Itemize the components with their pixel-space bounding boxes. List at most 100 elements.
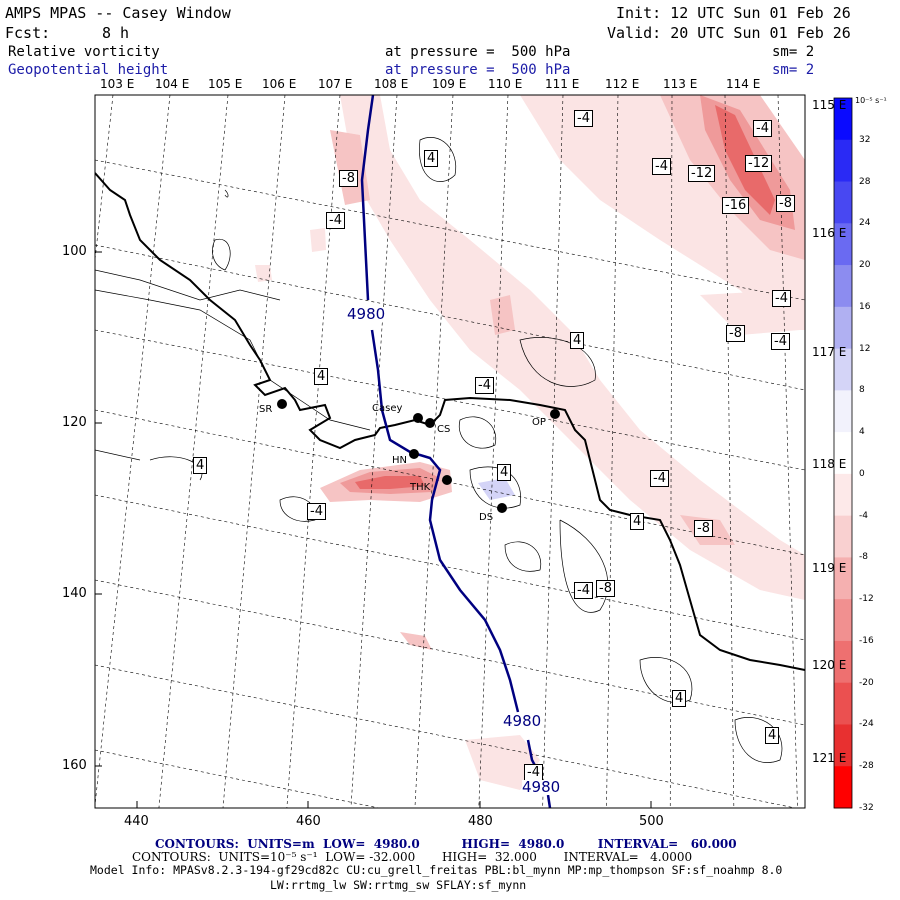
edge-lon-label: 121 E xyxy=(812,751,847,765)
contour-value-label: -4 xyxy=(771,333,790,350)
x-axis-label: 500 xyxy=(639,814,664,829)
edge-lon-label: 120 E xyxy=(812,658,847,672)
y-axis-label: 120 xyxy=(62,415,87,430)
contour-value-label: -12 xyxy=(745,155,773,172)
field2-smoothing: sm= 2 xyxy=(772,62,815,78)
y-axis-label: 100 xyxy=(62,244,87,259)
lon-label: 106 E xyxy=(262,77,297,91)
edge-lon-label: 116 E xyxy=(812,226,847,240)
field2-name: Geopotential height xyxy=(8,62,169,78)
colorbar-tick-label: -16 xyxy=(859,635,874,646)
field1-smoothing: sm= 2 xyxy=(772,44,815,60)
contour-value-label: 4 xyxy=(497,464,512,481)
lon-label: 103 E xyxy=(100,77,135,91)
contour-value-label: -4 xyxy=(475,377,494,394)
colorbar-tick-label: 24 xyxy=(859,218,871,229)
lon-label: 108 E xyxy=(374,77,409,91)
valid-time: Valid: 20 UTC Sun 01 Feb 26 xyxy=(607,24,851,42)
station-label-ds: DS xyxy=(479,512,494,523)
colorbar-swatch xyxy=(834,306,852,350)
x-axis-label: 460 xyxy=(296,814,321,829)
colorbar-swatch xyxy=(834,139,852,183)
footer-contours-vorticity: CONTOURS: UNITS=10⁻⁵ s⁻¹ LOW= -32.000 HI… xyxy=(132,850,693,864)
edge-lon-label: 118 E xyxy=(812,457,847,471)
lon-label: 114 E xyxy=(726,77,761,91)
colorbar-tick-label: 16 xyxy=(859,301,871,312)
forecast-value: 8 h xyxy=(102,24,130,42)
colorbar-border xyxy=(833,97,853,809)
colorbar-swatch xyxy=(834,98,852,141)
station-label-op: OP xyxy=(532,417,546,428)
colorbar-tick-label: -20 xyxy=(859,677,874,688)
colorbar-swatch xyxy=(834,348,852,391)
colorbar-tick-label: 32 xyxy=(859,134,871,145)
colorbar xyxy=(833,97,853,809)
map-frame xyxy=(94,94,806,809)
colorbar-swatch xyxy=(834,599,852,642)
colorbar-swatch xyxy=(834,682,852,725)
contour-value-label: -8 xyxy=(694,520,713,537)
station-dot-thk xyxy=(442,475,452,485)
edge-lon-label: 115 E xyxy=(812,98,847,112)
station-dot-sr xyxy=(277,399,287,409)
colorbar-swatch xyxy=(834,265,852,308)
contour-value-label: -8 xyxy=(339,170,358,187)
init-time: Init: 12 UTC Sun 01 Feb 26 xyxy=(616,4,851,22)
station-dot-ds xyxy=(497,503,507,513)
station-dot-casey xyxy=(413,413,423,423)
edge-lon-label: 119 E xyxy=(812,561,847,575)
contour-value-label: -16 xyxy=(722,197,750,214)
colorbar-swatch xyxy=(834,640,852,684)
footer-contours-height: CONTOURS: UNITS=m LOW= 4980.0 HIGH= 4980… xyxy=(155,837,737,851)
contour-value-label: 4 xyxy=(193,457,208,474)
contour-value-label: -8 xyxy=(596,580,615,597)
contour-value-label: 4 xyxy=(570,332,585,349)
contour-value-label: -4 xyxy=(753,120,772,137)
station-dot-hn xyxy=(409,449,419,459)
lon-label: 107 E xyxy=(318,77,353,91)
lon-label: 111 E xyxy=(545,77,580,91)
station-label-casey: Casey xyxy=(372,403,403,414)
colorbar-tick-label: -12 xyxy=(859,594,874,605)
contour-value-label: 4 xyxy=(672,690,687,707)
colorbar-swatch xyxy=(834,724,852,767)
station-label-sr: SR xyxy=(259,404,273,415)
contour-value-label: -4 xyxy=(326,212,345,229)
colorbar-tick-label: 20 xyxy=(859,260,871,271)
colorbar-tick-label: -28 xyxy=(859,761,874,772)
contour-value-label: -8 xyxy=(726,325,745,342)
colorbar-tick-label: 28 xyxy=(859,176,871,187)
contour-value-label: 4 xyxy=(765,727,780,744)
contour-value-label: -4 xyxy=(772,290,791,307)
y-axis-label: 140 xyxy=(62,586,87,601)
axis-ticks xyxy=(95,251,652,808)
contour-value-label: 4 xyxy=(424,150,439,167)
forecast-label: Fcst: xyxy=(5,24,51,42)
model-title: AMPS MPAS -- Casey Window xyxy=(5,4,231,22)
colorbar-tick-label: 0 xyxy=(859,468,865,479)
colorbar-tick-label: -24 xyxy=(859,719,874,730)
colorbar-tick-label: -8 xyxy=(859,552,868,563)
colorbar-swatch xyxy=(834,223,852,266)
contour-value-label: 4 xyxy=(314,368,329,385)
contour-value-label: -12 xyxy=(688,165,716,182)
colorbar-swatch xyxy=(834,432,852,475)
field1-name: Relative vorticity xyxy=(8,44,160,60)
colorbar-swatch xyxy=(834,557,852,600)
footer-model-info-2: LW:rrtmg_lw SW:rrtmg_sw SFLAY:sf_mynn xyxy=(270,878,527,892)
contour-value-label: -4 xyxy=(652,158,671,175)
colorbar-tick-label: 8 xyxy=(859,385,865,396)
station-label-thk: THK xyxy=(410,482,431,493)
lon-label: 110 E xyxy=(488,77,523,91)
station-label-hn: HN xyxy=(392,455,407,466)
lon-label: 113 E xyxy=(663,77,698,91)
lon-label: 109 E xyxy=(432,77,467,91)
contour-value-label: -4 xyxy=(650,470,669,487)
x-axis-label: 440 xyxy=(124,814,149,829)
station-markers xyxy=(277,399,560,513)
colorbar-unit: 10⁻⁵ s⁻¹ xyxy=(855,96,887,105)
lon-label: 112 E xyxy=(605,77,640,91)
y-axis-label: 160 xyxy=(62,758,87,773)
colorbar-tick-label: 4 xyxy=(859,427,865,438)
